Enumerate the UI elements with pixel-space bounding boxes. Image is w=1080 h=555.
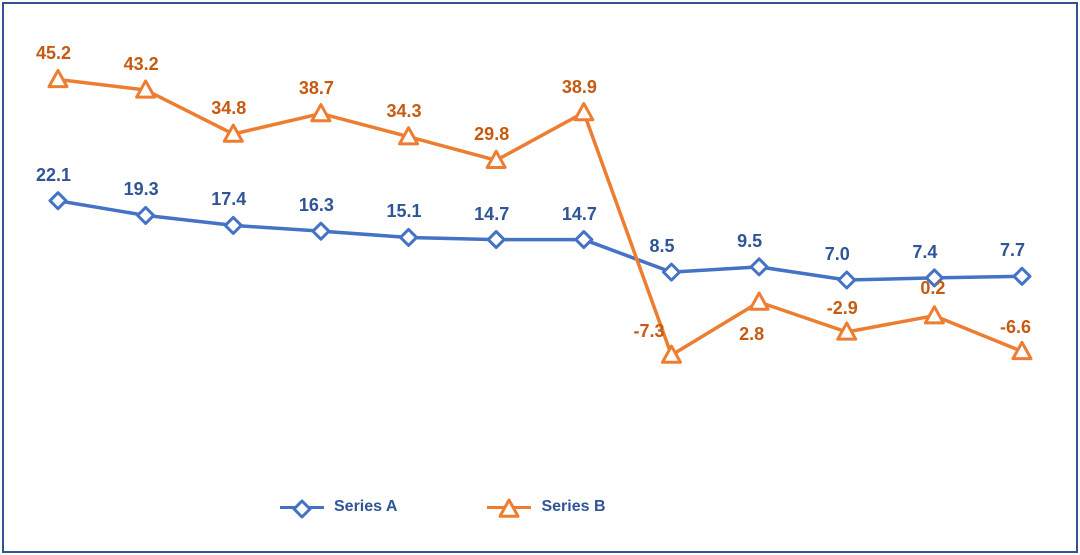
diamond-icon [291,498,313,520]
data-label: 22.1 [36,166,71,184]
data-label: 29.8 [474,125,509,143]
series-line-series_b [58,79,1022,355]
legend-swatch-b [487,506,531,509]
marker-series_b-6 [575,104,593,120]
data-label: 34.3 [387,102,422,120]
legend-swatch-a [280,506,324,509]
marker-series_a-3 [313,223,329,239]
marker-series_b-8 [750,293,768,309]
data-label: 7.7 [1000,241,1025,259]
data-label: 14.7 [562,205,597,223]
legend-label-a: Series A [334,498,397,516]
data-label: 19.3 [124,180,159,198]
marker-series_a-2 [225,217,241,233]
data-label: 38.9 [562,78,597,96]
marker-series_b-3 [312,105,330,121]
data-label: 34.8 [211,99,246,117]
data-label: 16.3 [299,196,334,214]
legend-label-b: Series B [541,498,605,516]
marker-series_a-8 [751,259,767,275]
series-line-series_a [58,201,1022,280]
marker-series_a-0 [50,193,66,209]
legend-item-series-a: Series A [280,498,397,516]
data-label: 8.5 [649,237,674,255]
data-label: -6.6 [1000,318,1031,336]
marker-series_a-6 [576,232,592,248]
data-label: -7.3 [633,322,664,340]
data-label: 2.8 [739,325,764,343]
data-label: 7.4 [912,243,937,261]
marker-series_b-7 [662,346,680,362]
legend: Series A Series B [280,498,606,516]
data-label: 43.2 [124,55,159,73]
data-label: 9.5 [737,232,762,250]
line-chart: 22.1 19.3 17.4 16.3 15.1 14.7 14.7 8.5 9.5 7.0 7.4… [0,0,1080,555]
data-label: 0.2 [920,279,945,297]
marker-series_a-9 [839,272,855,288]
data-label: 15.1 [387,202,422,220]
marker-series_a-7 [663,264,679,280]
marker-series_a-5 [488,232,504,248]
data-label: 7.0 [825,245,850,263]
triangle-icon [497,497,521,521]
marker-series_b-10 [925,307,943,323]
marker-series_a-11 [1014,268,1030,284]
marker-series_a-4 [401,229,417,245]
data-label: 38.7 [299,79,334,97]
data-label: 17.4 [211,190,246,208]
marker-series_a-1 [138,207,154,223]
data-label: -2.9 [827,299,858,317]
legend-item-series-b: Series B [487,498,605,516]
data-label: 14.7 [474,205,509,223]
data-label: 45.2 [36,44,71,62]
plot-area [0,0,1080,555]
